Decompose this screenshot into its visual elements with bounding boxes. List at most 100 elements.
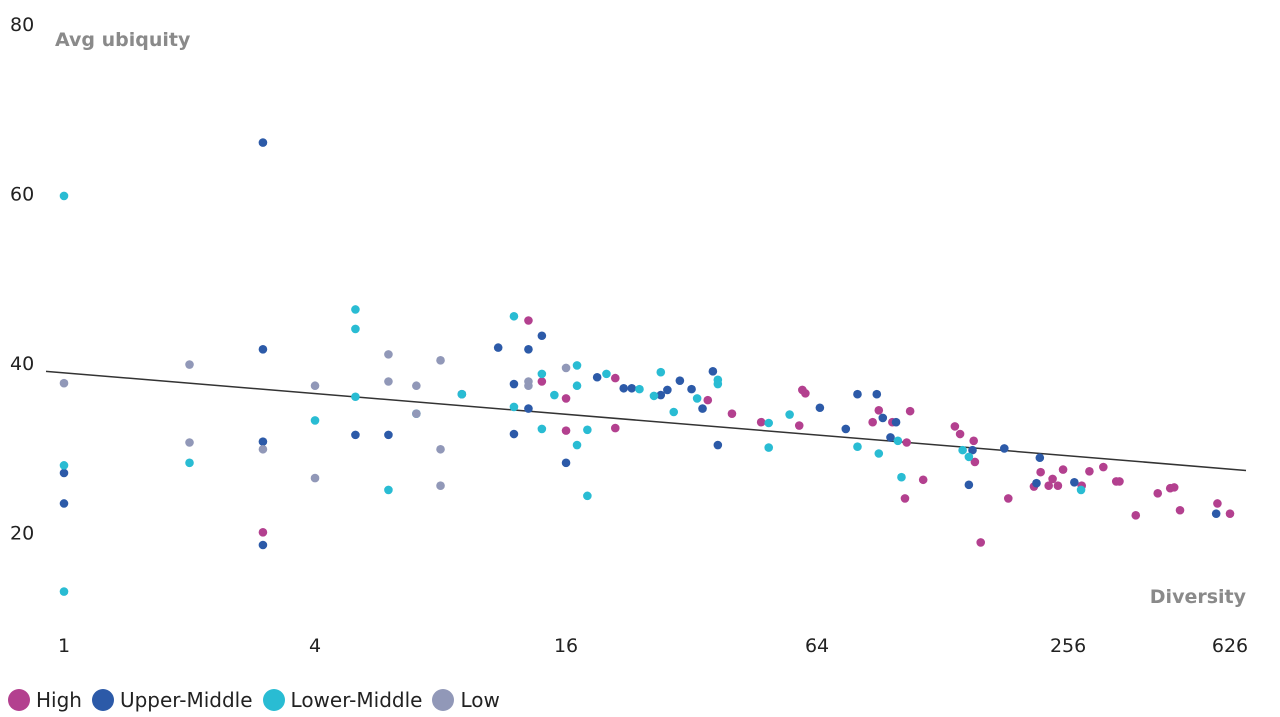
data-point-upper-middle	[509, 379, 519, 389]
data-point-upper-middle	[663, 385, 672, 395]
data-point-upper-middle	[258, 437, 268, 446]
data-point-high	[905, 406, 915, 416]
data-point-high	[950, 422, 960, 431]
data-point-lower-middle	[351, 392, 360, 402]
legend-item: High	[8, 688, 82, 712]
data-point-high	[537, 377, 547, 386]
data-point-lower-middle	[59, 191, 69, 201]
y-axis-ticks: 20 40 60 80	[10, 14, 34, 544]
data-point-upper-middle	[713, 440, 723, 450]
data-point-high	[874, 405, 884, 415]
data-point-lower-middle	[185, 458, 194, 468]
data-point-lower-middle	[537, 369, 547, 379]
data-point-lower-middle	[59, 461, 69, 470]
data-point-upper-middle	[1070, 478, 1079, 487]
data-point-lower-middle	[964, 452, 974, 462]
data-point-low	[412, 409, 421, 418]
data-point-high	[1099, 462, 1108, 472]
data-point-lower-middle	[602, 369, 611, 379]
x-axis-ticks: 1 4 16 64 256 626	[58, 635, 1248, 657]
legend-label: Upper-Middle	[119, 688, 253, 712]
data-point-high	[1044, 481, 1053, 490]
data-point-upper-middle	[708, 367, 718, 376]
y-tick-label: 20	[10, 522, 34, 544]
data-point-high	[1003, 494, 1013, 503]
legend-label: High	[36, 688, 82, 712]
x-tick-label: 64	[805, 635, 829, 657]
data-point-upper-middle	[351, 430, 360, 440]
data-point-high	[258, 527, 268, 537]
data-point-upper-middle	[872, 389, 882, 399]
data-point-upper-middle	[853, 389, 862, 399]
data-point-upper-middle	[968, 445, 977, 455]
data-point-upper-middle	[384, 430, 393, 440]
data-point-upper-middle	[891, 417, 901, 427]
y-axis-title: Avg ubiquity	[55, 29, 191, 51]
data-point-lower-middle	[764, 443, 774, 452]
data-point-lower-middle	[509, 402, 519, 412]
data-point-lower-middle	[59, 587, 69, 596]
data-point-high	[727, 409, 737, 418]
data-point-high	[1115, 477, 1124, 486]
data-point-upper-middle	[59, 468, 69, 478]
data-point-low	[185, 438, 194, 447]
data-point-high	[561, 426, 571, 435]
data-point-high	[756, 417, 766, 427]
data-point-high	[1048, 474, 1057, 484]
data-point-lower-middle	[635, 384, 644, 394]
legend-swatch	[432, 689, 455, 711]
data-point-low	[436, 356, 445, 365]
data-point-high	[918, 475, 928, 485]
data-point-lower-middle	[713, 375, 723, 385]
data-point-lower-middle	[583, 425, 592, 435]
data-point-upper-middle	[675, 376, 685, 385]
data-point-high	[1058, 465, 1068, 474]
legend-swatch	[91, 689, 114, 711]
data-point-upper-middle	[1211, 509, 1221, 518]
data-point-high	[610, 373, 620, 383]
data-point-lower-middle	[785, 410, 794, 419]
y-tick-label: 40	[10, 353, 34, 375]
data-point-upper-middle	[878, 413, 888, 423]
data-point-upper-middle	[815, 403, 825, 413]
data-point-lower-middle	[457, 389, 467, 399]
data-point-low	[436, 481, 445, 490]
legend-label: Low	[460, 688, 500, 712]
data-point-high	[1213, 499, 1222, 508]
data-point-upper-middle	[1035, 453, 1045, 463]
data-point-upper-middle	[258, 345, 268, 354]
data-point-upper-middle	[627, 383, 637, 393]
data-point-upper-middle	[592, 372, 602, 382]
data-point-upper-middle	[524, 404, 533, 413]
data-point-lower-middle	[509, 311, 519, 321]
legend-item: Low	[432, 688, 500, 712]
data-point-lower-middle	[874, 449, 884, 458]
data-point-high	[900, 494, 910, 503]
data-point-lower-middle	[893, 436, 903, 446]
data-point-lower-middle	[310, 416, 320, 425]
data-point-low	[384, 350, 393, 359]
data-point-upper-middle	[537, 331, 547, 341]
data-point-lower-middle	[764, 418, 774, 428]
data-point-lower-middle	[351, 324, 360, 334]
data-point-high	[794, 421, 804, 430]
data-point-high	[561, 394, 571, 403]
data-point-low	[524, 381, 533, 391]
data-point-lower-middle	[669, 407, 679, 417]
data-point-high	[703, 395, 713, 405]
x-tick-label: 626	[1212, 635, 1248, 657]
data-point-high	[976, 538, 986, 547]
data-point-low	[384, 377, 393, 386]
data-point-lower-middle	[351, 305, 360, 314]
data-point-upper-middle	[1032, 478, 1041, 488]
legend-swatch	[262, 689, 285, 711]
data-point-lower-middle	[649, 391, 659, 401]
data-point-upper-middle	[509, 429, 519, 439]
x-tick-label: 4	[309, 635, 321, 657]
data-point-high	[610, 423, 620, 433]
data-point-low	[310, 473, 320, 483]
data-point-lower-middle	[537, 424, 547, 434]
data-point-high	[969, 436, 978, 446]
data-point-low	[258, 444, 268, 454]
data-points	[59, 138, 1235, 596]
